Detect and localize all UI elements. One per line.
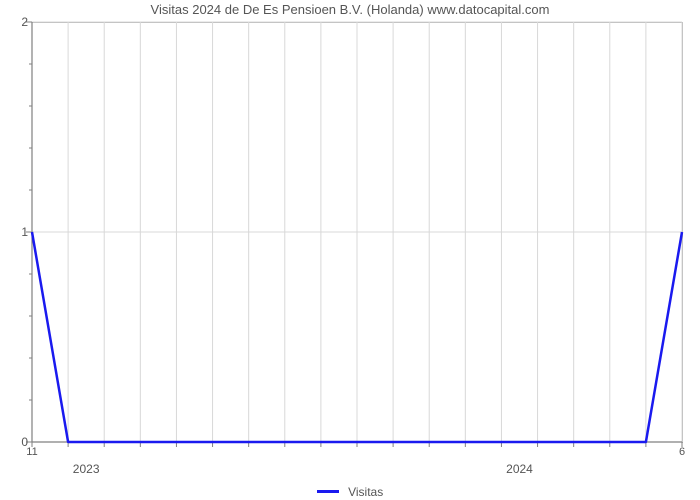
legend-label: Visitas [348,485,383,499]
grid-lines [32,22,682,442]
y-tick-label: 0 [8,435,28,449]
y-tick-label: 1 [8,225,28,239]
x-year-label: 2023 [73,462,100,476]
x-year-label: 2024 [506,462,533,476]
axes [26,22,682,447]
plot-svg [32,22,682,442]
chart-title: Visitas 2024 de De Es Pensioen B.V. (Hol… [0,2,700,17]
legend: Visitas [0,484,700,499]
visits-line-chart: Visitas 2024 de De Es Pensioen B.V. (Hol… [0,0,700,500]
x-tick-label: 11 [26,446,37,458]
legend-swatch [317,490,339,493]
x-tick-label: 6 [679,446,685,458]
y-tick-label: 2 [8,15,28,29]
